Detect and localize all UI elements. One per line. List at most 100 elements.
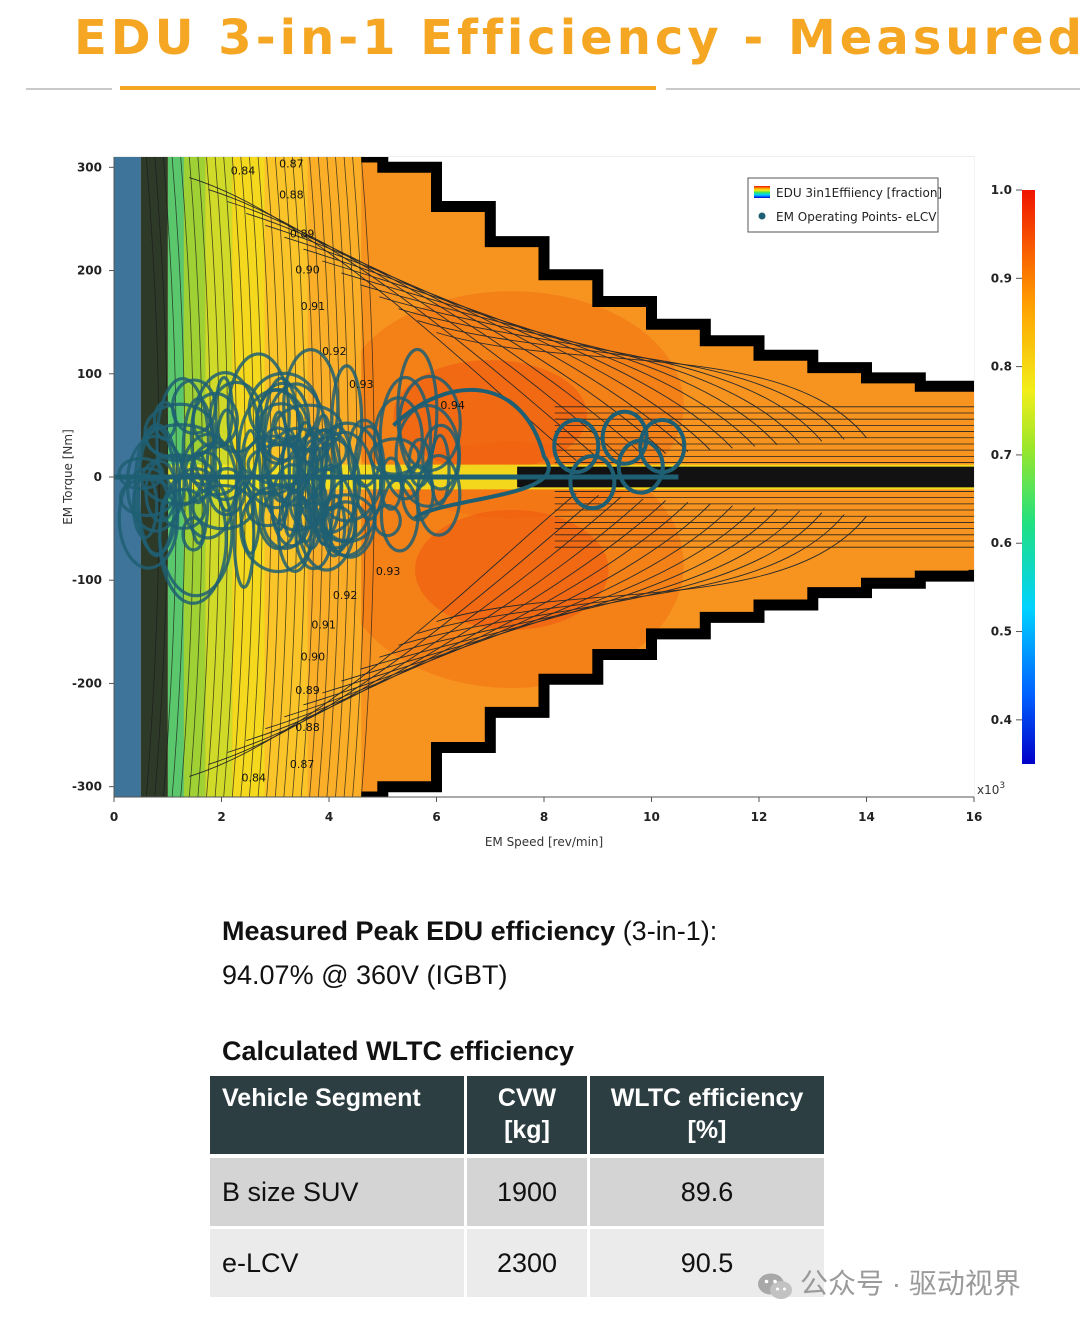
operating-trace <box>262 382 330 507</box>
x-tick-label: 16 <box>966 810 983 824</box>
operating-trace <box>246 442 320 487</box>
contour-label: 0.84 <box>242 772 267 785</box>
operating-trace <box>155 376 210 507</box>
operating-trace <box>237 388 315 510</box>
y-tick-label: -300 <box>72 780 102 794</box>
operating-trace <box>152 400 178 441</box>
y-tick-label: -200 <box>72 676 102 690</box>
operating-trace <box>415 453 462 537</box>
y-tick-label: 200 <box>77 264 102 278</box>
header-wltc-efficiency: WLTC efficiency [%] <box>588 1076 824 1158</box>
table-header-row: Vehicle Segment CVW [kg] WLTC efficiency… <box>210 1076 824 1158</box>
x-tick-label: 10 <box>643 810 660 824</box>
operating-trace <box>117 456 165 491</box>
table-row: B size SUV 1900 89.6 <box>210 1156 824 1229</box>
contour-label: 0.93 <box>349 378 374 391</box>
chart-legend: EDU 3in1Effiiency [fraction] EM Operatin… <box>747 177 942 233</box>
title-underline <box>120 86 656 90</box>
operating-trace <box>396 347 439 476</box>
y-tick-label: -100 <box>72 573 102 587</box>
colorbar-tick-label: 0.6 <box>991 536 1012 550</box>
wltc-table: Vehicle Segment CVW [kg] WLTC efficiency… <box>210 1076 824 1300</box>
wechat-icon <box>758 1273 792 1299</box>
contour-label: 0.87 <box>279 157 304 170</box>
contour-label: 0.87 <box>290 758 315 771</box>
title-rule-right <box>666 88 1080 90</box>
title-rule-left <box>26 88 112 90</box>
contour-line <box>436 332 867 622</box>
x-tick-label: 14 <box>858 810 875 824</box>
contour-label: 0.84 <box>231 165 256 178</box>
contour-line <box>360 284 778 670</box>
colorbar-tick-label: 0.7 <box>991 448 1012 462</box>
contour-label: 0.90 <box>295 264 320 277</box>
torque-limit-upper <box>361 157 974 392</box>
x-tick-label: 4 <box>325 810 333 824</box>
contour-line <box>303 248 711 706</box>
contour-line <box>322 260 733 694</box>
legend-swatch-points <box>758 212 766 220</box>
operating-points <box>114 347 687 605</box>
cell-segment: e-LCV <box>210 1227 467 1300</box>
operating-trace <box>207 467 247 517</box>
operating-trace <box>400 463 435 522</box>
contour-label: 0.91 <box>311 619 336 632</box>
legend-entry-efficiency: EDU 3in1Effiiency [fraction] <box>776 186 942 200</box>
x-multiplier-base: x10 <box>977 783 999 797</box>
legend-swatch-efficiency <box>754 186 770 198</box>
colorbar-tick-label: 0.8 <box>991 360 1012 374</box>
x-axis-multiplier: x103 <box>977 781 1005 797</box>
colorbar-tick-label: 1.0 <box>991 183 1012 197</box>
x-axis-label: EM Speed [rev/min] <box>485 835 603 849</box>
operating-trace <box>616 438 665 495</box>
x-tick-label: 0 <box>110 810 118 824</box>
operating-trace <box>258 402 304 444</box>
header-cvw: CVW [kg] <box>465 1076 590 1158</box>
operating-trace <box>552 418 601 475</box>
colorbar: 1.0 0.9 0.8 0.7 0.6 0.5 0.4 <box>991 183 1035 764</box>
page-title: EDU 3-in-1 Efficiency - Measured <box>73 10 1080 66</box>
y-axis-label: EM Torque [Nm] <box>61 429 75 525</box>
colorbar-gradient <box>1022 190 1035 764</box>
contour-line <box>398 308 823 646</box>
operating-trace <box>318 425 356 554</box>
contour-label: 0.92 <box>322 345 347 358</box>
header-vehicle-segment: Vehicle Segment <box>210 1076 467 1158</box>
y-tick-label: 300 <box>77 160 102 174</box>
colorbar-tick-label: 0.4 <box>991 713 1012 727</box>
x-tick-label: 2 <box>217 810 225 824</box>
table-row: e-LCV 2300 90.5 <box>210 1227 824 1300</box>
cell-efficiency: 89.6 <box>588 1156 824 1229</box>
watermark-text: 公众号 · 驱动视界 <box>800 1268 1021 1299</box>
zero-torque-dark-band <box>517 466 974 488</box>
operating-trace <box>372 396 424 483</box>
operating-trace <box>378 375 433 501</box>
contour-label: 0.89 <box>290 228 315 241</box>
colorbar-tick-label: 0.9 <box>991 271 1012 285</box>
peak-label-bold: Measured Peak EDU efficiency <box>222 916 616 946</box>
contour-label: 0.88 <box>279 188 304 201</box>
contour-label: 0.92 <box>333 589 358 602</box>
legend-entry-points: EM Operating Points- eLCV <box>776 210 937 224</box>
y-tick-label: 100 <box>77 367 102 381</box>
operating-trace <box>368 437 421 476</box>
x-multiplier-exp: 3 <box>999 781 1005 791</box>
contour-label: 0.89 <box>295 684 320 697</box>
peak-efficiency-value: 94.07% @ 360V (IGBT) <box>222 960 508 990</box>
contour-labels: 0.84 0.87 0.88 0.89 0.90 0.91 0.92 0.93 0.94 0.93… <box>231 157 465 784</box>
operating-trace <box>136 426 177 558</box>
operating-trace <box>181 397 215 505</box>
contour-label: 0.91 <box>301 300 326 313</box>
operating-trace <box>301 426 328 499</box>
operating-trace <box>296 467 357 572</box>
cell-cvw: 2300 <box>465 1227 590 1300</box>
contour-line <box>284 236 689 718</box>
contour-line <box>227 201 622 753</box>
wltc-table-title: Calculated WLTC efficiency <box>222 1036 575 1066</box>
contour-line <box>417 320 845 634</box>
cell-segment: B size SUV <box>210 1156 467 1229</box>
x-tick-label: 6 <box>432 810 440 824</box>
watermark: 公众号 · 驱动视界 <box>756 1262 1021 1302</box>
contour-label: 0.94 <box>440 399 465 412</box>
contour-line <box>265 224 666 730</box>
